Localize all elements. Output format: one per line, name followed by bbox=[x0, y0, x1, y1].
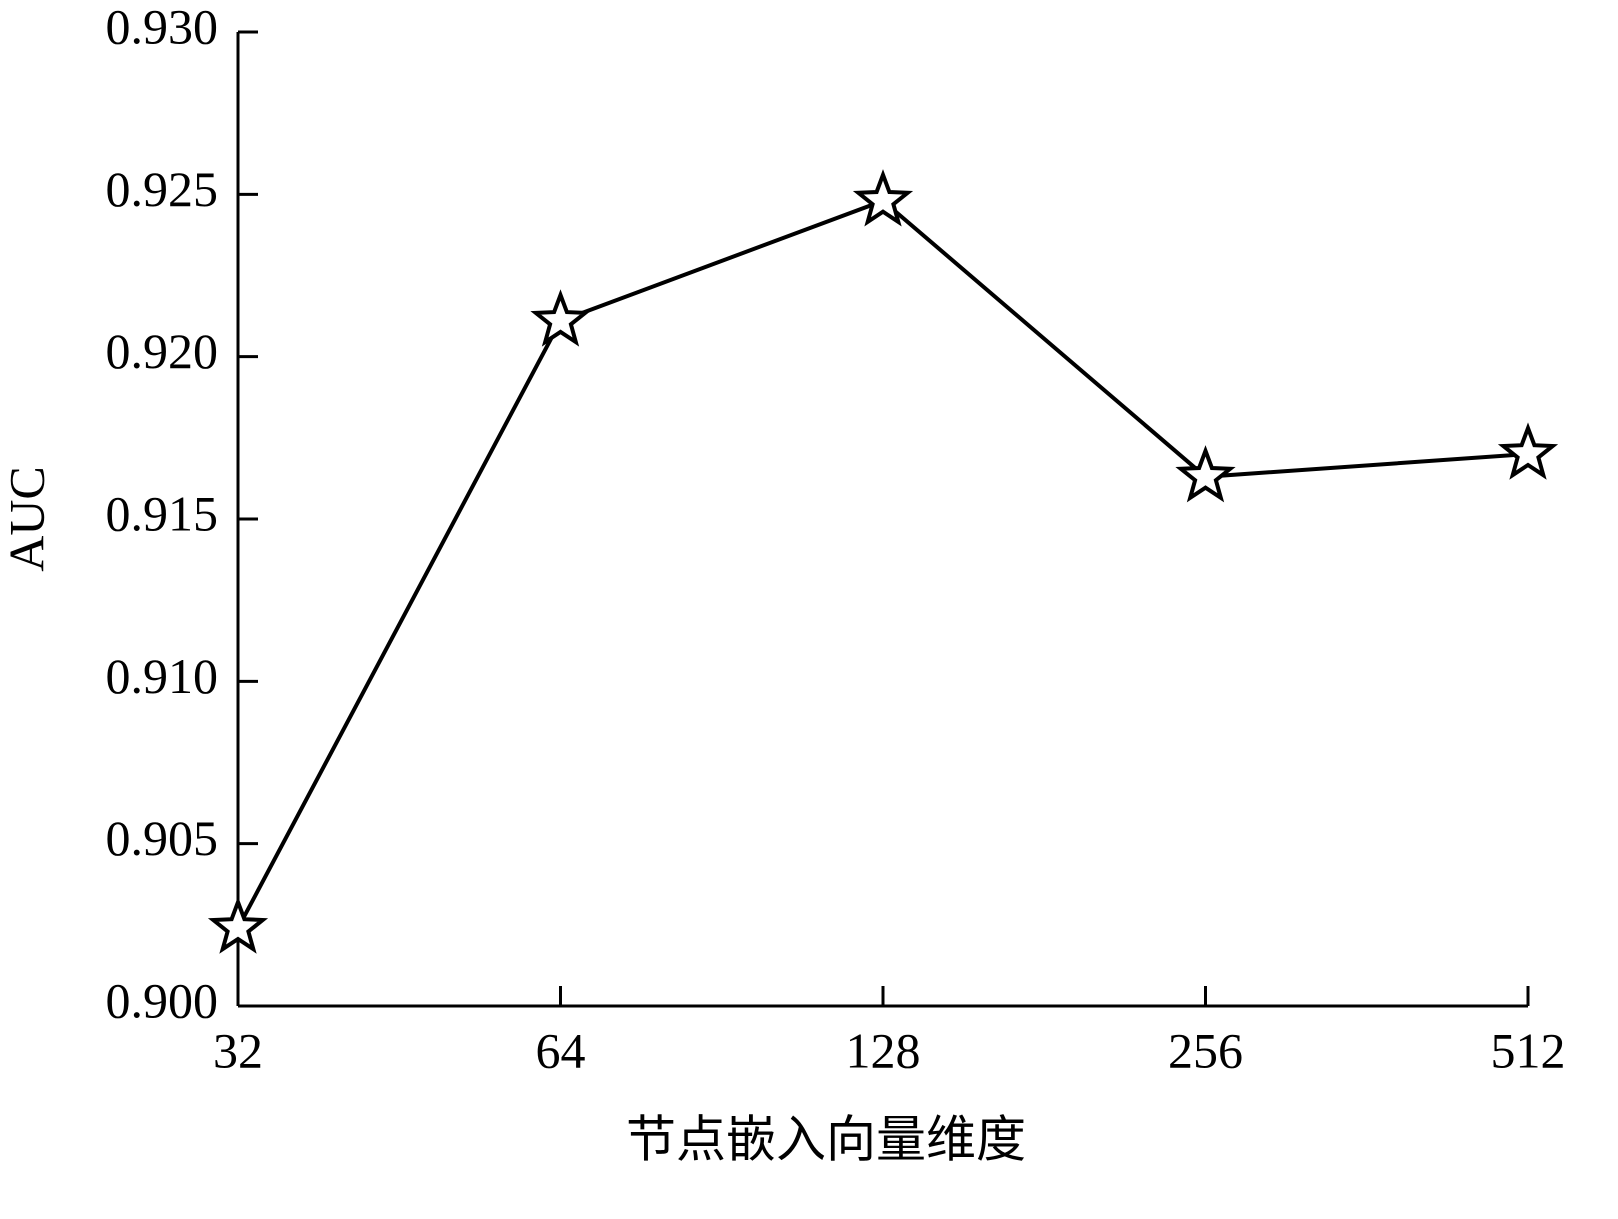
y-tick-label: 0.915 bbox=[106, 485, 219, 541]
y-tick-label: 0.920 bbox=[106, 323, 219, 379]
y-tick-label: 0.925 bbox=[106, 161, 219, 217]
x-axis-label: 节点嵌入向量维度 bbox=[626, 1111, 1026, 1167]
marker bbox=[852, 169, 914, 227]
y-tick-label: 0.900 bbox=[106, 972, 219, 1028]
y-tick-label: 0.905 bbox=[106, 810, 219, 866]
marker bbox=[530, 289, 591, 347]
x-tick-label: 128 bbox=[846, 1022, 921, 1078]
x-tick-label: 64 bbox=[536, 1022, 586, 1078]
x-tick-label: 256 bbox=[1168, 1022, 1243, 1078]
x-tick-label: 512 bbox=[1491, 1022, 1566, 1078]
marker bbox=[207, 896, 269, 954]
marker bbox=[1175, 445, 1236, 503]
line bbox=[236, 198, 1529, 930]
marker bbox=[1497, 422, 1559, 480]
y-tick-label: 0.930 bbox=[106, 0, 219, 54]
y-tick-label: 0.910 bbox=[106, 648, 219, 704]
x-tick-label: 32 bbox=[213, 1022, 263, 1078]
y-axis-label: AUC bbox=[0, 466, 54, 572]
